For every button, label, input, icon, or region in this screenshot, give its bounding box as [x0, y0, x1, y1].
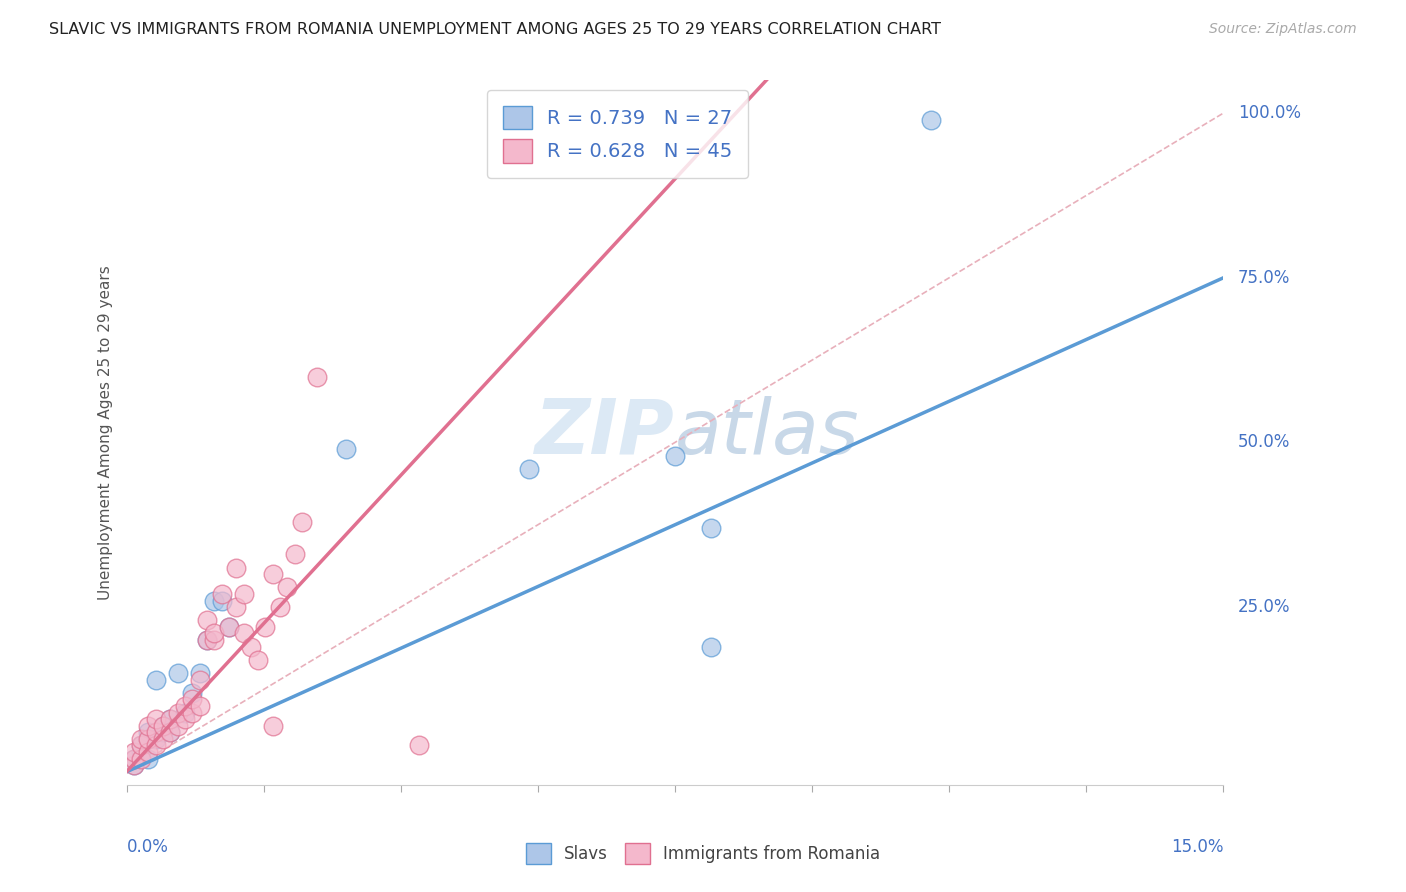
Point [138, 719, 160, 733]
Point [152, 719, 174, 733]
Point [202, 626, 225, 640]
Point [159, 725, 181, 739]
Point [408, 739, 430, 753]
Point [232, 587, 254, 601]
Point [276, 581, 298, 595]
Point [166, 719, 188, 733]
Point [269, 600, 291, 615]
Point [159, 712, 181, 726]
Text: 15.0%: 15.0% [1171, 838, 1223, 855]
Point [305, 369, 328, 384]
Point [920, 112, 942, 127]
Point [138, 745, 160, 759]
Point [129, 745, 152, 759]
Point [218, 620, 240, 634]
Point [159, 712, 181, 726]
Point [129, 751, 152, 765]
Text: 25.0%: 25.0% [1237, 599, 1291, 616]
Text: atlas: atlas [675, 396, 859, 469]
Point [122, 745, 145, 759]
Point [517, 462, 540, 476]
Point [181, 686, 204, 700]
Legend: R = 0.739   N = 27, R = 0.628   N = 45: R = 0.739 N = 27, R = 0.628 N = 45 [488, 90, 748, 178]
Point [218, 620, 240, 634]
Point [129, 739, 152, 753]
Point [247, 653, 270, 667]
Point [188, 673, 211, 687]
Point [145, 673, 167, 687]
Point [145, 712, 167, 726]
Point [225, 600, 247, 615]
Point [145, 739, 167, 753]
Point [239, 640, 262, 654]
Point [188, 698, 211, 713]
Point [145, 731, 167, 746]
Text: 100.0%: 100.0% [1237, 104, 1301, 122]
Text: 75.0%: 75.0% [1237, 268, 1291, 287]
Point [145, 725, 167, 739]
Point [202, 593, 225, 607]
Point [174, 712, 197, 726]
Point [254, 620, 277, 634]
Text: 50.0%: 50.0% [1237, 434, 1291, 451]
Legend: Slavs, Immigrants from Romania: Slavs, Immigrants from Romania [519, 837, 887, 871]
Point [174, 698, 197, 713]
Point [195, 633, 218, 648]
Point [166, 706, 188, 720]
Point [122, 751, 145, 765]
Point [152, 731, 174, 746]
Point [138, 725, 160, 739]
Point [284, 548, 307, 562]
Text: Source: ZipAtlas.com: Source: ZipAtlas.com [1209, 22, 1357, 37]
Point [211, 593, 233, 607]
Point [152, 725, 174, 739]
Point [138, 731, 160, 746]
Point [188, 665, 211, 680]
Point [174, 706, 197, 720]
Point [166, 665, 188, 680]
Point [700, 521, 723, 535]
Point [122, 751, 145, 765]
Point [211, 587, 233, 601]
Text: 0.0%: 0.0% [127, 838, 169, 855]
Y-axis label: Unemployment Among Ages 25 to 29 years: Unemployment Among Ages 25 to 29 years [97, 265, 112, 600]
Point [152, 719, 174, 733]
Point [700, 640, 723, 654]
Point [335, 442, 357, 456]
Point [262, 719, 284, 733]
Point [122, 758, 145, 772]
Text: SLAVIC VS IMMIGRANTS FROM ROMANIA UNEMPLOYMENT AMONG AGES 25 TO 29 YEARS CORRELA: SLAVIC VS IMMIGRANTS FROM ROMANIA UNEMPL… [49, 22, 941, 37]
Point [232, 626, 254, 640]
Point [225, 560, 247, 574]
Point [138, 731, 160, 746]
Point [181, 706, 204, 720]
Point [159, 725, 181, 739]
Point [195, 633, 218, 648]
Point [129, 731, 152, 746]
Text: ZIP: ZIP [536, 396, 675, 469]
Point [138, 751, 160, 765]
Point [195, 613, 218, 627]
Point [129, 739, 152, 753]
Point [291, 515, 314, 529]
Point [122, 758, 145, 772]
Point [664, 449, 686, 463]
Point [181, 692, 204, 706]
Point [262, 567, 284, 582]
Point [202, 633, 225, 648]
